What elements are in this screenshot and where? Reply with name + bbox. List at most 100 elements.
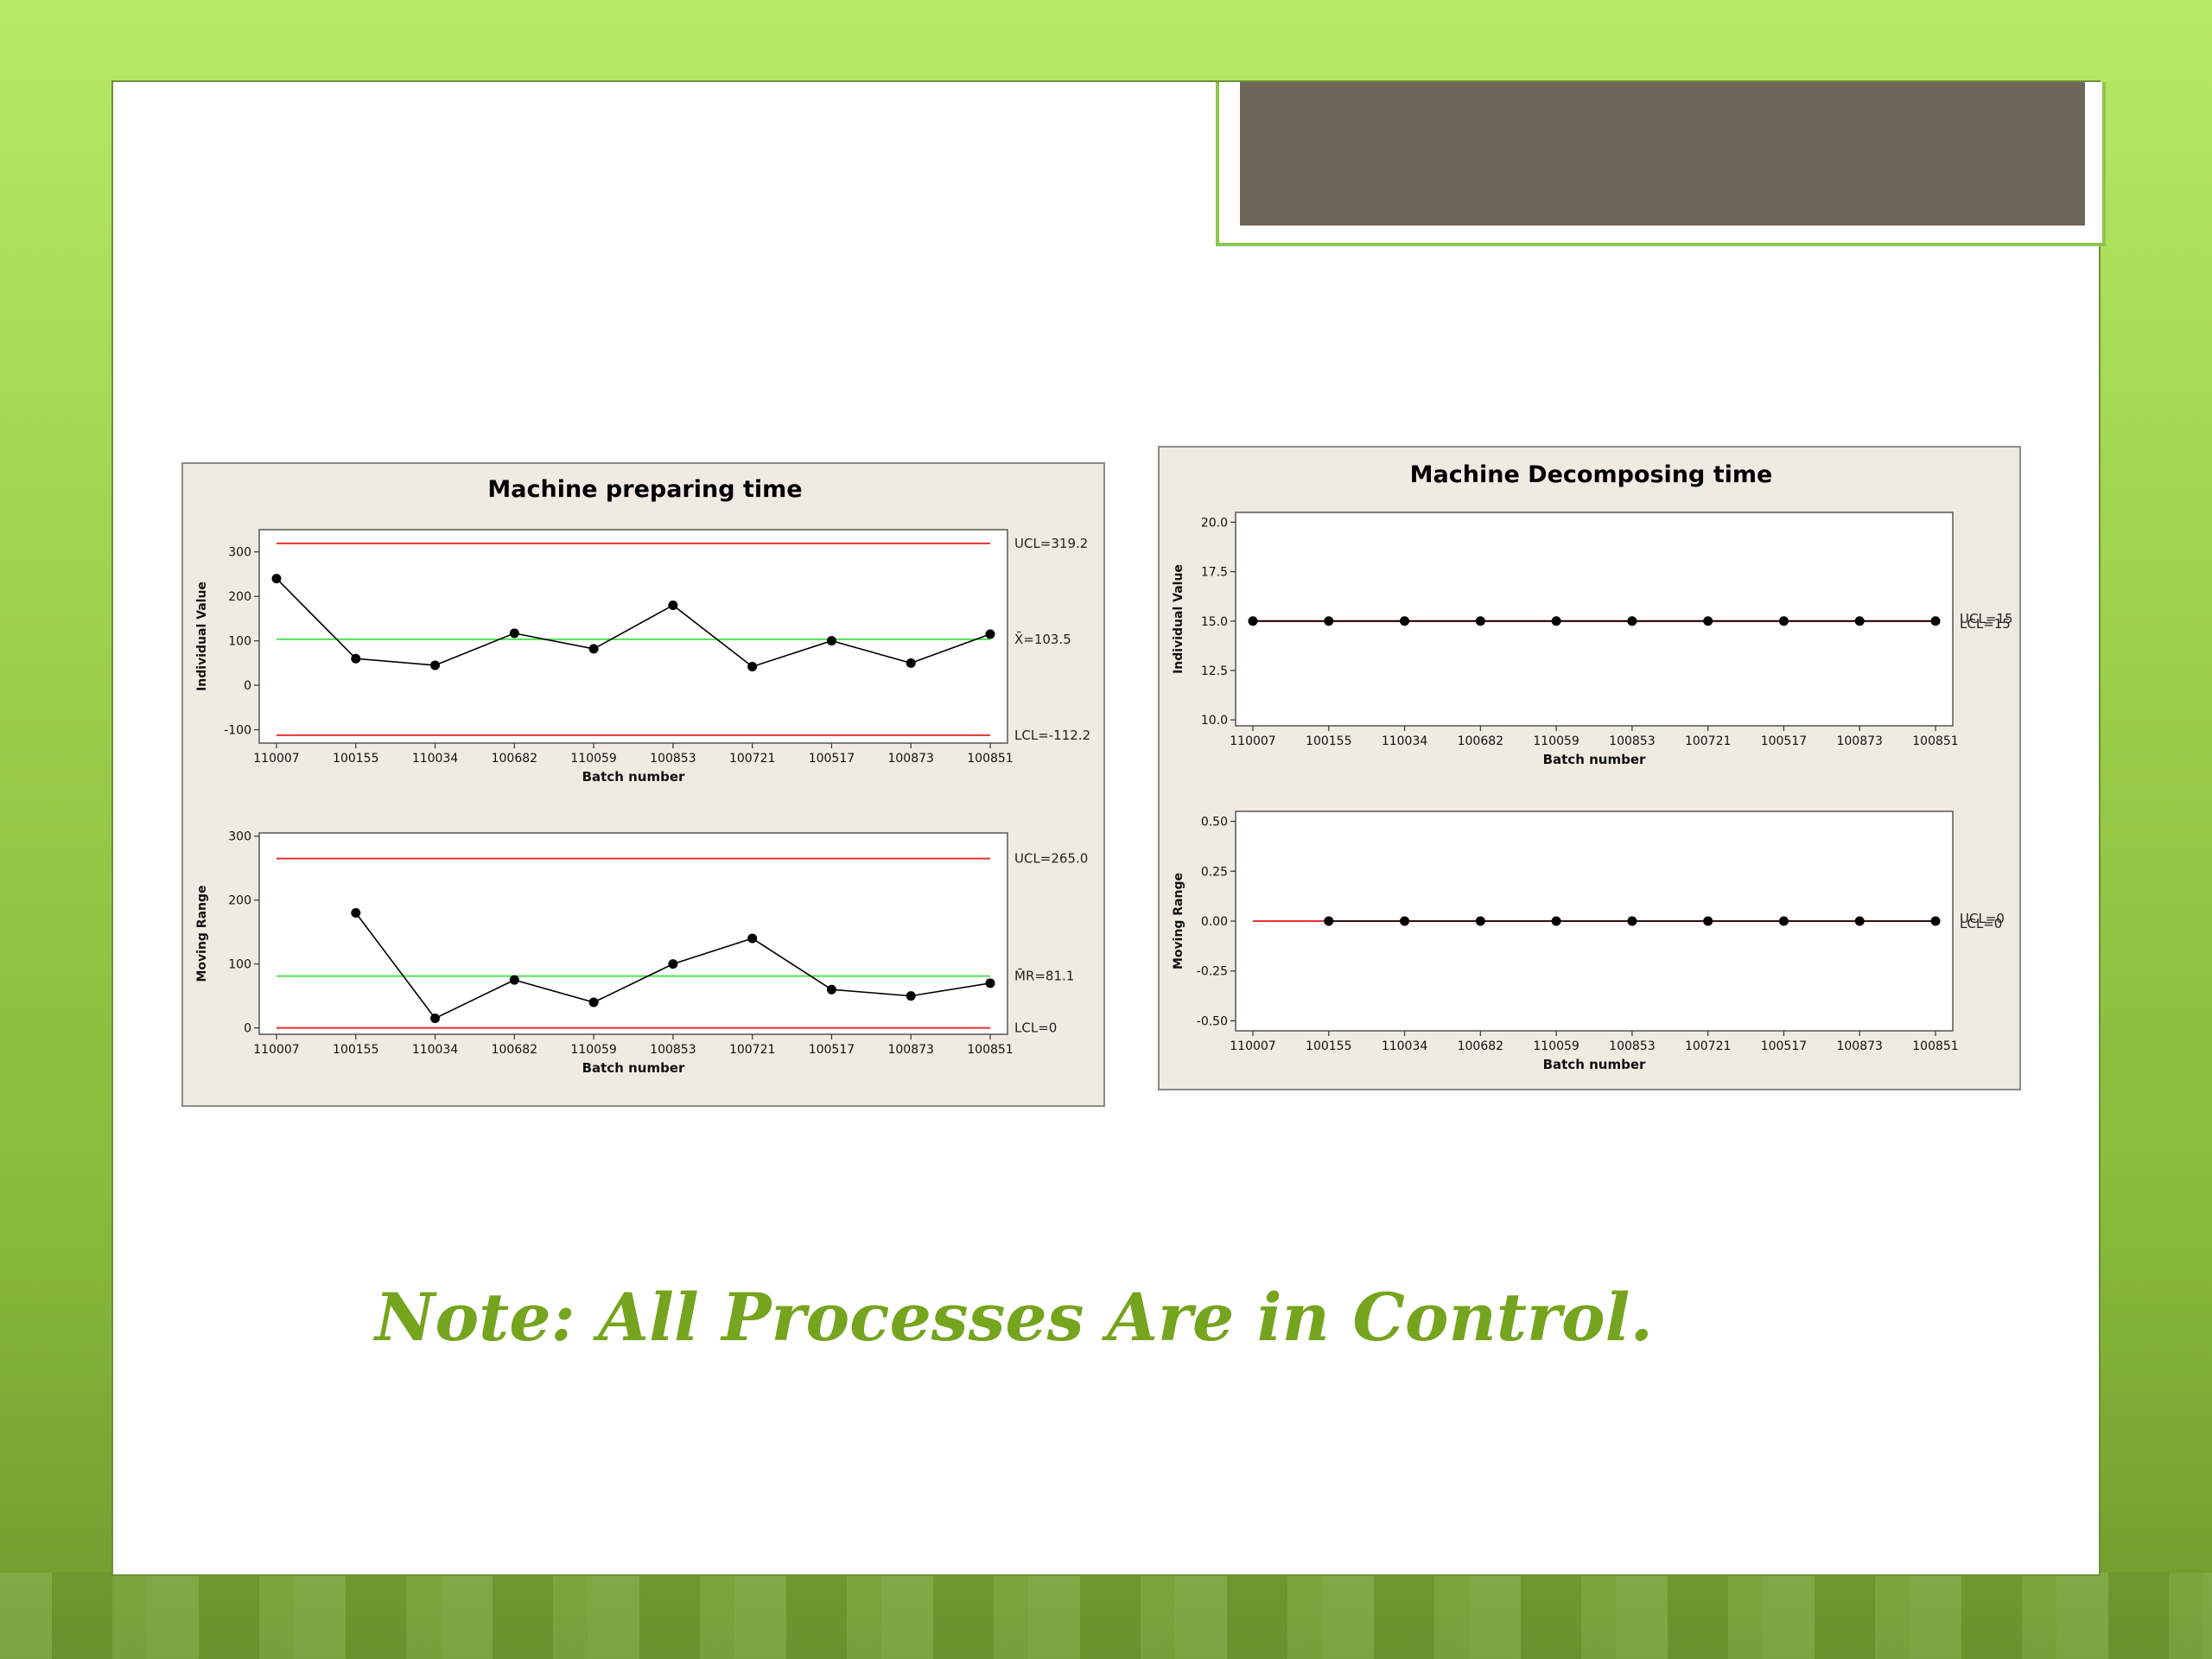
data-point (747, 661, 758, 671)
y-tick-label: 200 (228, 894, 251, 908)
x-axis-label: Batch number (582, 769, 685, 785)
x-axis-label: Batch number (1543, 752, 1646, 767)
data-point (430, 660, 441, 671)
control-limit-label: M̄R=81.1 (1014, 968, 1074, 984)
x-tick-label: 100721 (1685, 734, 1731, 748)
background-stripes (0, 1573, 2212, 1659)
x-tick-label: 110059 (1533, 1039, 1579, 1053)
x-tick-label: 100155 (1306, 1039, 1351, 1053)
data-point (1551, 616, 1561, 626)
x-tick-label: 110034 (412, 752, 459, 766)
data-point (826, 984, 836, 995)
data-point (1324, 616, 1334, 626)
y-tick-label: -0.50 (1197, 1014, 1228, 1028)
data-point (1778, 916, 1789, 926)
data-point (1551, 916, 1561, 926)
control-limit-label: LCL=0 (1960, 916, 2002, 931)
data-point (985, 978, 995, 988)
slide-title-placeholder (1216, 82, 2106, 246)
data-point (668, 959, 678, 969)
y-tick-label: 15.0 (1201, 615, 1228, 629)
y-tick-label: 300 (228, 546, 251, 560)
x-tick-label: 100721 (729, 1043, 775, 1057)
data-point (1854, 916, 1865, 926)
x-tick-label: 100873 (1836, 1039, 1882, 1053)
preparing-time-control-chart: Machine preparing time -100 0 100 200 300 Indi… (195, 476, 1090, 1076)
x-tick-label: 110034 (412, 1043, 459, 1057)
data-point (509, 628, 519, 639)
data-point (1703, 616, 1713, 626)
data-point (1475, 616, 1485, 626)
data-point (1324, 916, 1334, 926)
x-tick-label: 100851 (967, 1043, 1013, 1057)
data-point (826, 636, 836, 646)
x-tick-label: 110034 (1382, 1039, 1428, 1053)
data-point (668, 600, 678, 610)
control-limit-label: X̄=103.5 (1014, 631, 1071, 647)
x-tick-label: 100873 (887, 1043, 933, 1057)
y-axis-label: Moving Range (195, 885, 209, 982)
x-tick-label: 110007 (1230, 1039, 1275, 1053)
x-tick-label: 110034 (1382, 734, 1428, 748)
data-point (1854, 616, 1865, 626)
plot-area (258, 832, 1008, 1035)
y-tick-label: 12.5 (1201, 664, 1228, 678)
x-tick-label: 110007 (1230, 734, 1275, 748)
x-tick-label: 100682 (492, 1043, 537, 1057)
data-point (351, 907, 361, 918)
data-point (1400, 616, 1410, 626)
x-tick-label: 100155 (333, 1043, 378, 1057)
chart-panel-decomposing-time: Machine Decomposing time 10.0 12.5 15.0 17.5… (1158, 446, 2021, 1090)
data-point (588, 644, 599, 654)
data-point (906, 991, 916, 1001)
x-tick-label: 100682 (1458, 1039, 1503, 1053)
control-limit-label: LCL=-112.2 (1014, 728, 1090, 743)
control-limit-label: UCL=319.2 (1014, 536, 1088, 551)
data-point (747, 933, 758, 944)
x-tick-label: 100517 (809, 1043, 855, 1057)
x-tick-label: 100873 (887, 752, 933, 766)
x-tick-label: 100682 (492, 752, 537, 766)
x-tick-label: 100853 (650, 752, 696, 766)
y-tick-label: 0 (244, 1022, 251, 1036)
plot-area (1235, 512, 1954, 727)
data-point (1627, 916, 1637, 926)
data-point (1930, 916, 1941, 926)
chart-title: Machine Decomposing time (1410, 461, 1773, 488)
x-tick-label: 100517 (1761, 734, 1807, 748)
y-tick-label: -100 (224, 724, 251, 738)
data-point (509, 975, 519, 985)
control-limit-label: LCL=0 (1014, 1020, 1057, 1036)
y-axis-label: Individual Value (195, 582, 209, 691)
data-point (1400, 916, 1410, 926)
x-tick-label: 100853 (1609, 734, 1655, 748)
control-limit-label: UCL=0 (1960, 911, 2005, 926)
data-point (1248, 616, 1258, 626)
y-tick-label: 0.00 (1201, 915, 1228, 929)
data-point (1475, 916, 1485, 926)
x-tick-label: 100517 (1761, 1039, 1807, 1053)
x-tick-label: 110059 (570, 1043, 616, 1057)
x-tick-label: 100853 (650, 1043, 696, 1057)
x-tick-label: 110059 (1533, 734, 1579, 748)
y-tick-label: 200 (228, 590, 251, 604)
note-text: Note: All Processes Are in Control. (375, 1279, 1653, 1356)
x-tick-label: 100873 (1836, 734, 1882, 748)
x-tick-label: 100851 (1912, 734, 1958, 748)
chart-panel-preparing-time: Machine preparing time -100 0 100 200 300 Indi… (181, 462, 1105, 1107)
plot-area (258, 529, 1008, 744)
series-line (276, 578, 991, 668)
data-point (1930, 616, 1941, 626)
y-tick-label: 17.5 (1201, 566, 1228, 580)
decomposing-time-control-chart: Machine Decomposing time 10.0 12.5 15.0 17.5… (1172, 461, 2012, 1072)
data-point (985, 629, 995, 639)
x-tick-label: 100851 (967, 752, 1013, 766)
x-axis-label: Batch number (1543, 1057, 1646, 1072)
y-tick-label: 0 (244, 679, 251, 693)
x-tick-label: 100721 (1685, 1039, 1731, 1053)
y-tick-label: 0.25 (1201, 865, 1228, 879)
data-point (1627, 616, 1637, 626)
chart-title: Machine preparing time (487, 476, 802, 503)
y-tick-label: 20.0 (1201, 516, 1228, 530)
control-limit-label: UCL=15 (1960, 611, 2012, 626)
